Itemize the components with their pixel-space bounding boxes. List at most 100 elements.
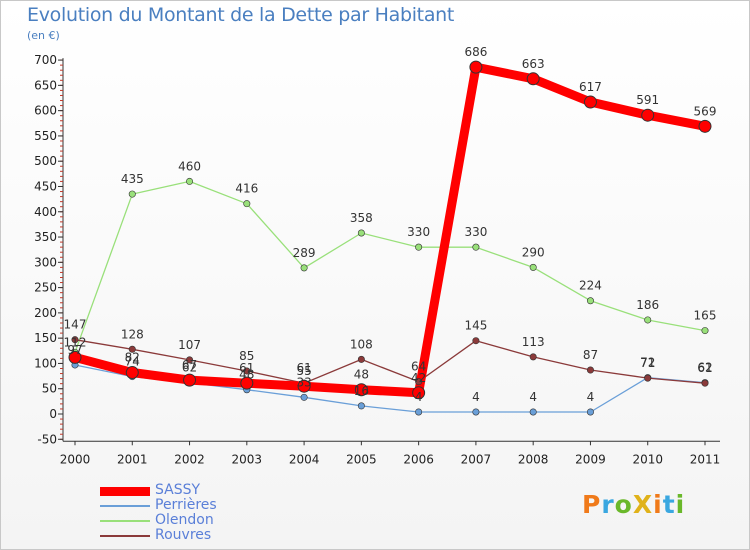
legend-label: Perrières [155,497,217,513]
y-tick-label: 300 [34,255,57,269]
data-label-perrires: 16 [354,384,369,398]
data-point-sassy [354,383,368,397]
data-point-perrires [415,408,423,416]
y-tick-label: 650 [34,78,57,92]
data-label-olendon: 165 [694,309,717,323]
data-point-sassy [412,386,426,400]
data-label-sassy: 617 [579,80,602,94]
data-point-rouvres [586,366,594,374]
data-label-olendon: 435 [121,172,144,186]
data-label-sassy: 112 [64,335,87,349]
data-label-sassy: 48 [354,368,369,382]
data-point-sassy [641,108,655,122]
logo-letter: P [582,490,602,519]
series-line-rouvres [74,339,706,384]
data-point-perrires [357,402,365,410]
data-label-rouvres: 107 [178,338,201,352]
logo-letter: i [675,490,686,519]
data-label-rouvres: 85 [239,349,254,363]
legend-swatch [100,520,150,522]
legend-item-olendon: Olendon [100,513,300,529]
data-label-sassy: 569 [694,104,717,118]
series-line-sassy [70,62,710,398]
data-point-sassy [240,376,254,390]
data-point-rouvres [71,336,79,344]
data-point-sassy [68,350,82,364]
data-label-perrires: 62 [182,361,197,375]
legend-label: SASSY [155,482,201,498]
y-tick-label: 700 [34,53,57,67]
y-tick-label: 450 [34,179,57,193]
y-tick-label: 400 [34,205,57,219]
data-label-perrires: 33 [296,375,311,389]
data-label-perrires: 72 [640,356,655,370]
data-point-rouvres [644,374,652,382]
data-point-rouvres [128,345,136,353]
data-label-perrires: 74 [125,355,140,369]
x-tick-label: 2008 [518,452,549,466]
data-label-olendon: 358 [350,211,373,225]
x-tick-label: 2004 [289,452,320,466]
data-point-rouvres [357,355,365,363]
legend-label: Rouvres [155,527,212,543]
data-label-sassy: 61 [239,361,254,375]
legend-swatch [100,505,150,507]
data-label-perrires: 62 [697,361,712,375]
data-point-olendon [243,200,251,208]
data-label-olendon: 289 [293,246,316,260]
data-label-perrires: 48 [239,368,254,382]
data-label-olendon: 224 [579,279,602,293]
y-tick-label: -50 [37,432,57,446]
data-point-olendon [415,243,423,251]
data-label-perrires: 4 [529,390,537,404]
chart-title: Evolution du Montant de la Dette par Hab… [27,4,455,26]
data-label-rouvres: 147 [64,318,87,332]
y-tick-label: 0 [49,407,57,421]
y-tick-label: 550 [34,129,57,143]
data-point-olendon [586,297,594,305]
data-label-olendon: 460 [178,159,201,173]
logo-letter: r [601,490,615,519]
logo-letter: o [614,490,633,519]
data-label-sassy: 663 [522,57,545,71]
data-point-perrires [472,408,480,416]
logo-letter: i [653,490,663,519]
data-point-rouvres [529,353,537,361]
data-label-rouvres: 145 [464,319,487,333]
data-point-rouvres [472,337,480,345]
data-point-sassy [297,379,311,393]
data-label-perrires: 97 [67,343,82,357]
data-point-perrires [586,408,594,416]
x-tick-label: 2010 [632,452,663,466]
x-tick-label: 2011 [690,452,721,466]
data-label-sassy: 591 [636,93,659,107]
data-point-rouvres [186,356,194,364]
x-tick-label: 2001 [117,452,148,466]
y-tick-label: 200 [34,306,57,320]
series-line-olendon [74,180,706,353]
x-tick-label: 2007 [461,452,492,466]
data-point-perrires [300,393,308,401]
logo-letter: X [632,490,654,519]
chart-subtitle: (en €) [27,29,60,42]
data-point-rouvres [415,378,423,386]
x-tick-label: 2002 [174,452,205,466]
data-point-sassy [698,119,712,133]
data-point-olendon [701,327,709,335]
data-label-rouvres: 61 [296,361,311,375]
x-tick-label: 2005 [346,452,377,466]
data-point-sassy [469,60,483,74]
data-point-olendon [186,177,194,185]
y-tick-label: 150 [34,331,57,345]
data-label-olendon: 330 [407,225,430,239]
data-label-olendon: 186 [636,298,659,312]
legend-item-perrieres: Perrières [100,497,300,514]
legend-swatch [100,535,150,537]
legend-item-sassy: SASSY [100,482,300,499]
x-tick-label: 2006 [403,452,434,466]
data-label-sassy: 686 [464,45,487,59]
axes: -50 0 50 100 150 200 250 300 350 400 450 500 550 600 6… [34,53,720,466]
data-point-perrires [529,408,537,416]
y-tick-label: 50 [42,382,57,396]
